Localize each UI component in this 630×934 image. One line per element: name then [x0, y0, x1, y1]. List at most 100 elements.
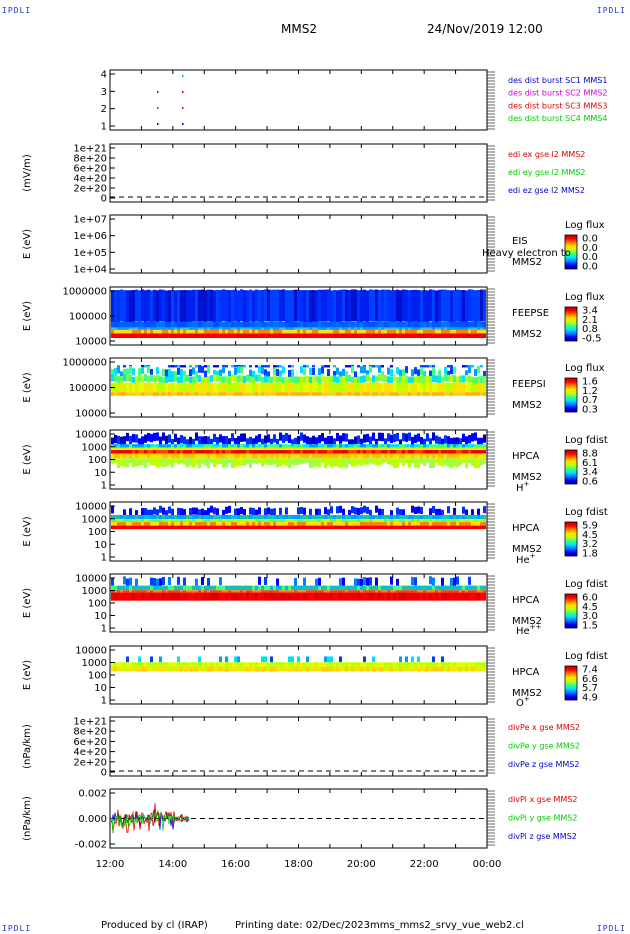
hpca_h-pixel	[162, 453, 165, 459]
hpca_hepp-pixel	[312, 590, 315, 593]
hpca_h-spacecraft-label: MMS2	[512, 472, 542, 483]
hpca_hepp-pixel	[399, 590, 402, 593]
hpca_hepp-pixel	[285, 592, 288, 601]
hpca_hepp-pixel	[369, 592, 372, 601]
feepse-pixel	[474, 329, 477, 334]
feepse-pixel	[195, 327, 198, 330]
hpca_h-pixel	[468, 458, 471, 464]
hpca_h-y-tick-label: 1	[101, 481, 107, 492]
feepse-pixel	[348, 290, 351, 322]
hpca_he-pixel	[246, 525, 249, 530]
hpca_h-pixel	[252, 444, 255, 448]
feepsi-pixel	[411, 382, 414, 393]
hpca_h-pixel	[144, 453, 147, 459]
hpca_h-pixel	[375, 450, 378, 454]
feepse-pixel	[171, 329, 174, 334]
feepse-pixel	[270, 329, 273, 334]
feepse-pixel	[147, 289, 150, 322]
hpca_h-pixel	[435, 444, 438, 448]
hpca_hepp-pixel	[447, 585, 450, 591]
feepsi-pixel	[174, 374, 177, 382]
hpca_he-pixel	[156, 509, 159, 517]
feepse-pixel	[126, 327, 129, 330]
feepse-pixel	[210, 329, 213, 334]
hpca_h-pixel	[321, 450, 324, 454]
feepsi-pixel	[228, 392, 231, 396]
feepsi-pixel	[432, 368, 435, 376]
hpca_h-pixel	[312, 435, 315, 444]
hpca_o-pixel	[162, 662, 165, 667]
hpca_he-pixel	[138, 522, 141, 526]
hpca_he-pixel	[411, 514, 414, 520]
hpca_o-pixel	[300, 666, 303, 672]
hpca_h-pixel	[324, 453, 327, 459]
hpca_hepp-pixel	[321, 592, 324, 601]
hpca_o-pixel	[306, 656, 309, 663]
feepse-pixel	[423, 329, 426, 334]
hpca_hepp-pixel	[459, 585, 462, 591]
hpca_he-y-tick-label: 100	[88, 527, 107, 538]
hpca_he-pixel	[171, 522, 174, 526]
hpca_h-pixel	[264, 447, 267, 451]
hpca_o-pixel	[165, 666, 168, 672]
hpca_he-pixel	[114, 522, 117, 526]
feepse-pixel	[243, 329, 246, 334]
hpca_o-pixel	[393, 666, 396, 672]
feepse-pixel	[138, 290, 141, 323]
feepsi-pixel	[468, 392, 471, 396]
feepsi-pixel	[213, 365, 216, 368]
hpca_h-pixel	[447, 450, 450, 454]
hpca_hepp-pixel	[222, 585, 225, 591]
feepsi-colorbar-tick-label: 0.3	[582, 405, 598, 416]
hpca_hepp-pixel	[231, 585, 234, 591]
hpca_h-pixel	[120, 453, 123, 459]
hpca_hepp-colorbar-tick-label: 6.0	[582, 593, 598, 604]
hpca_he-pixel	[132, 514, 135, 520]
feepse-pixel	[402, 329, 405, 334]
feepse-pixel	[273, 327, 276, 330]
feepse-pixel	[423, 321, 426, 328]
hpca_h-pixel	[480, 450, 483, 454]
feepse-pixel	[132, 289, 135, 322]
hpca_o-pixel	[384, 662, 387, 667]
hpca_he-pixel	[117, 519, 120, 523]
hpca_hepp-pixel	[432, 592, 435, 601]
hpca_h-pixel	[390, 444, 393, 448]
hpca_o-pixel	[192, 662, 195, 667]
hpca_hepp-pixel	[210, 585, 213, 591]
feepsi-pixel	[324, 365, 327, 368]
feepsi-pixel	[444, 374, 447, 382]
feepsi-pixel	[480, 376, 483, 384]
hpca_o-pixel	[183, 662, 186, 667]
hpca_h-pixel	[126, 453, 129, 459]
hpca_he-pixel	[339, 505, 342, 513]
hpca_he-pixel	[129, 525, 132, 530]
hpca_h-colorbar-tick-label: 0.6	[582, 477, 598, 488]
hpca_h-pixel	[297, 458, 300, 465]
hpca_o-pixel	[405, 662, 408, 667]
hpca_he-pixel	[171, 514, 174, 520]
hpca_hepp-pixel	[165, 585, 168, 591]
hpca_he-pixel	[477, 525, 480, 530]
hpca_h-pixel	[372, 450, 375, 454]
hpca_h-pixel	[450, 450, 453, 454]
feepsi-pixel	[435, 392, 438, 396]
feepse-pixel	[381, 289, 384, 322]
feepsi-pixel	[201, 377, 204, 385]
hpca_hepp-pixel	[264, 592, 267, 601]
hpca_hepp-pixel	[468, 576, 471, 585]
hpca_h-pixel	[246, 447, 249, 451]
hpca_o-pixel	[213, 666, 216, 672]
hpca_o-pixel	[126, 666, 129, 672]
feepse-pixel	[270, 327, 273, 330]
hpca_h-pixel	[441, 450, 444, 454]
feepsi-pixel	[423, 371, 426, 379]
feepse-pixel	[267, 321, 270, 328]
feepse-pixel	[300, 327, 303, 330]
hpca_o-pixel	[192, 666, 195, 672]
hpca_he-pixel	[336, 506, 339, 514]
hpca_hepp-pixel	[282, 592, 285, 601]
feepsi-pixel	[261, 392, 264, 396]
hpca_h-pixel	[156, 450, 159, 454]
feepse-pixel	[249, 333, 252, 339]
